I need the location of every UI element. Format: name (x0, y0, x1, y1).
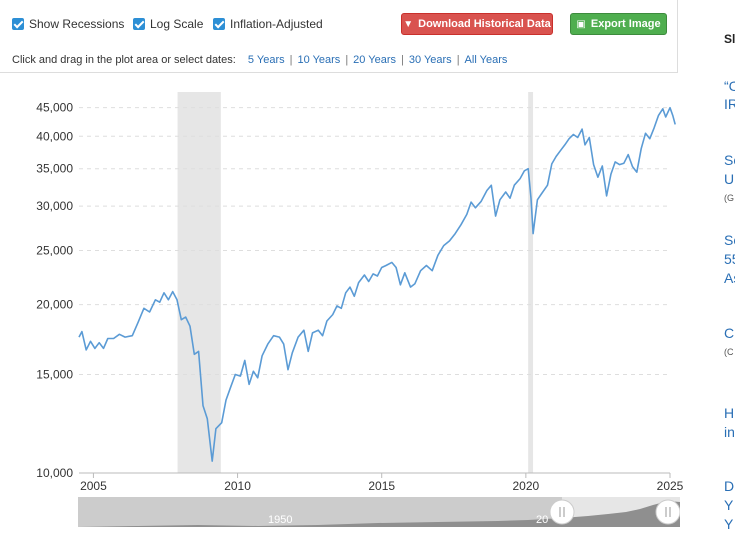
download-button-label: Download Historical Data (418, 18, 551, 30)
x-tick-label: 2015 (368, 479, 395, 493)
sidebar-link-6-line3[interactable]: Y (724, 516, 734, 532)
recession-band-0 (177, 92, 221, 473)
y-tick-label: 40,000 (36, 129, 73, 143)
y-tick-label: 25,000 (36, 243, 73, 257)
chart-controls: Show Recessions Log Scale Inflation-Adju… (0, 0, 678, 73)
x-tick-label: 2010 (224, 479, 251, 493)
sidebar-link-2-line2[interactable]: U (724, 171, 735, 187)
image-icon: ▣ (576, 18, 586, 30)
checkbox-checked-icon (133, 18, 145, 30)
navigator-series-area (78, 501, 680, 527)
range-30-years-link[interactable]: 30 Years (408, 54, 452, 66)
export-image-button[interactable]: ▣ Export Image (570, 13, 667, 35)
x-tick-label: 2005 (80, 479, 107, 493)
x-tick-label: 2025 (657, 479, 684, 493)
y-tick-label: 45,000 (36, 101, 73, 115)
range-all-years-link[interactable]: All Years (464, 54, 508, 66)
sidebar-link-1-line2[interactable]: IR (724, 96, 735, 112)
y-tick-label: 30,000 (36, 199, 73, 213)
export-button-label: Export Image (590, 18, 661, 30)
show-recessions-checkbox[interactable]: Show Recessions (12, 17, 124, 31)
download-historical-data-button[interactable]: ▼ Download Historical Data (401, 13, 553, 35)
sidebar-link-1[interactable]: “C (724, 78, 735, 94)
navigator-right-handle[interactable] (655, 499, 680, 525)
sidebar-link-5[interactable]: H (724, 405, 735, 421)
navigator-left-handle[interactable] (549, 499, 575, 525)
navigator-label-20: 20 (536, 514, 548, 526)
y-tick-label: 20,000 (36, 298, 73, 312)
inflation-adjusted-label: Inflation-Adjusted (230, 17, 323, 31)
sidebar-source-4: (C (724, 347, 734, 357)
x-tick-label: 2020 (513, 479, 540, 493)
sidebar-link-6[interactable]: D (724, 478, 735, 494)
sidebar-link-5-line2[interactable]: in (724, 424, 735, 440)
checkbox-checked-icon (12, 18, 24, 30)
show-recessions-label: Show Recessions (29, 17, 125, 31)
series-line-0[interactable] (78, 106, 676, 462)
sidebar-link-2[interactable]: Se (724, 152, 735, 168)
sidebar-link-6-line2[interactable]: Y (724, 497, 734, 513)
sidebar-heading: Sl (724, 32, 735, 46)
line-chart[interactable]: 10,000 15,000 20,000 25,000 30,000 35,000 40,0… (0, 80, 700, 500)
inflation-adjusted-checkbox[interactable]: Inflation-Adjusted (213, 17, 323, 31)
sidebar-link-3-line3[interactable]: As (724, 270, 735, 286)
recession-band-1 (528, 92, 534, 473)
range-5-years-link[interactable]: 5 Years (247, 54, 285, 66)
range-navigator[interactable]: 1950 20 (78, 497, 680, 527)
date-prompt: Click and drag in the plot area or selec… (12, 54, 236, 66)
download-icon: ▼ (403, 18, 414, 30)
sidebar-source-2: (G (724, 193, 734, 203)
log-scale-label: Log Scale (150, 17, 204, 31)
navigator-label-1950: 1950 (268, 514, 292, 526)
sidebar-link-4[interactable]: C (724, 325, 735, 341)
range-10-years-link[interactable]: 10 Years (297, 54, 341, 66)
y-tick-label: 15,000 (36, 368, 73, 382)
related-articles-sidebar: Sl “C IR Se U (G Se 55 As C (C H in D Y … (724, 0, 735, 550)
sidebar-link-3[interactable]: Se (724, 232, 735, 248)
y-tick-label: 10,000 (36, 466, 73, 480)
sidebar-link-3-line2[interactable]: 55 (724, 251, 735, 267)
date-range-selector: Click and drag in the plot area or selec… (12, 54, 508, 66)
y-tick-label: 35,000 (36, 162, 73, 176)
checkbox-checked-icon (213, 18, 225, 30)
range-20-years-link[interactable]: 20 Years (353, 54, 396, 66)
log-scale-checkbox[interactable]: Log Scale (133, 17, 203, 31)
